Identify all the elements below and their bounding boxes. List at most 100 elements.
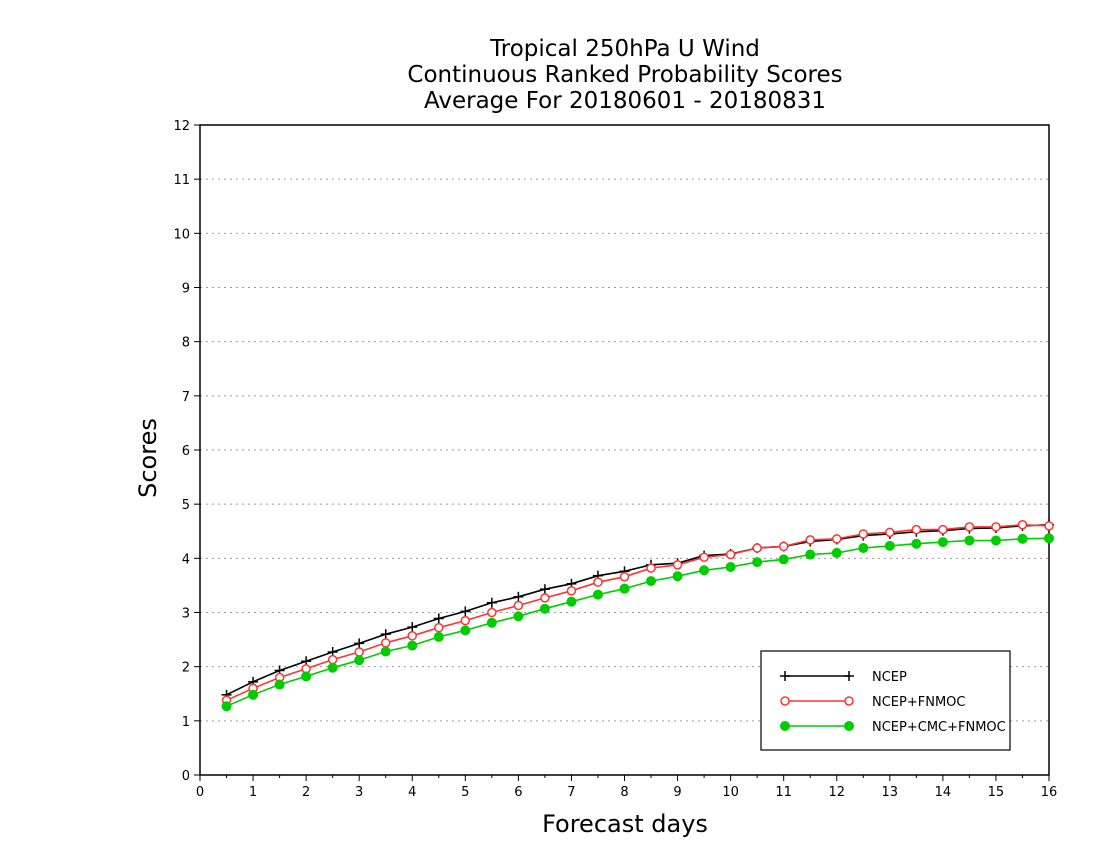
data-point xyxy=(964,522,975,532)
y-tick-label: 10 xyxy=(173,227,190,242)
data-point xyxy=(380,629,391,640)
data-point xyxy=(1017,520,1028,530)
legend-label-1: NCEP xyxy=(872,670,907,685)
data-point xyxy=(566,586,577,596)
data-point xyxy=(327,662,338,673)
data-point xyxy=(539,584,550,595)
x-tick-label: 12 xyxy=(828,785,845,800)
data-point xyxy=(593,577,603,587)
data-point xyxy=(486,597,497,608)
data-point xyxy=(885,527,895,538)
y-tick-label: 12 xyxy=(173,119,190,134)
data-point xyxy=(938,524,948,535)
data-point xyxy=(699,552,709,562)
data-point xyxy=(513,591,524,602)
x-tick-label: 6 xyxy=(514,785,522,800)
data-point xyxy=(778,541,789,552)
legend-marker xyxy=(780,696,790,706)
x-tick-label: 14 xyxy=(935,785,952,800)
y-tick-label: 0 xyxy=(182,769,190,784)
data-point xyxy=(990,535,1001,546)
data-point xyxy=(1044,521,1054,531)
data-point xyxy=(911,538,922,549)
y-tick-label: 8 xyxy=(182,336,190,351)
data-point xyxy=(354,655,365,666)
data-point xyxy=(646,576,657,587)
chart-title-line-2: Continuous Ranked Probability Scores xyxy=(407,62,843,88)
data-point xyxy=(911,524,922,535)
x-tick-label: 10 xyxy=(722,785,739,800)
y-tick-label: 11 xyxy=(173,173,190,188)
data-point xyxy=(380,638,391,648)
data-point xyxy=(752,543,762,553)
data-point xyxy=(539,603,550,614)
data-point xyxy=(460,615,471,626)
x-axis-label: Forecast days xyxy=(542,810,708,838)
x-tick-label: 15 xyxy=(988,785,1005,800)
data-point xyxy=(486,617,497,628)
legend-marker xyxy=(844,696,854,706)
chart-title-line-3: Average For 20180601 - 20180831 xyxy=(423,88,827,114)
data-point xyxy=(646,563,656,573)
x-tick-label: 7 xyxy=(567,785,575,800)
data-point xyxy=(354,647,364,657)
data-point xyxy=(433,613,444,624)
data-point xyxy=(460,606,471,617)
grid xyxy=(200,178,1049,722)
data-point xyxy=(380,646,391,657)
y-tick-label: 4 xyxy=(182,552,190,567)
chart-title: Tropical 250hPa U Wind Continuous Ranked… xyxy=(200,36,1050,114)
data-point xyxy=(327,654,338,665)
data-point xyxy=(937,537,948,548)
data-point xyxy=(1017,533,1028,544)
legend-marker xyxy=(780,721,790,731)
y-tick-label: 2 xyxy=(182,661,190,676)
x-tick-label: 11 xyxy=(775,785,792,800)
y-tick-label: 9 xyxy=(182,282,190,297)
data-point xyxy=(274,679,285,690)
x-tick-label: 4 xyxy=(408,785,416,800)
y-tick-label: 1 xyxy=(182,715,190,730)
data-point xyxy=(1044,533,1054,544)
y-tick-label: 7 xyxy=(182,390,190,405)
legend-marker xyxy=(844,721,854,731)
data-point xyxy=(407,640,418,651)
data-point xyxy=(964,535,975,546)
data-point xyxy=(407,622,418,633)
data-point xyxy=(407,631,417,641)
data-point xyxy=(566,596,577,607)
x-tick-label: 2 xyxy=(302,785,310,800)
y-tick-label: 6 xyxy=(182,444,190,459)
data-point xyxy=(778,554,789,565)
x-tick-label: 3 xyxy=(355,785,363,800)
data-point xyxy=(725,549,736,560)
data-point xyxy=(540,593,550,603)
data-point xyxy=(805,535,815,545)
data-point xyxy=(592,589,603,600)
data-point xyxy=(831,547,842,558)
x-tick-label: 9 xyxy=(673,785,681,800)
x-tick-label: 13 xyxy=(882,785,899,800)
y-tick-label: 5 xyxy=(182,498,190,513)
data-point xyxy=(487,607,497,618)
legend-label-3: NCEP+CMC+FNMOC xyxy=(872,720,1006,735)
data-point xyxy=(672,571,683,582)
x-tick-label: 8 xyxy=(620,785,628,800)
data-point xyxy=(805,549,816,560)
data-point xyxy=(221,701,232,712)
data-point xyxy=(752,557,763,568)
data-point xyxy=(434,622,444,633)
data-point xyxy=(672,560,683,570)
data-point xyxy=(725,562,736,572)
chart-title-line-1: Tropical 250hPa U Wind xyxy=(490,36,760,62)
x-tick-label: 1 xyxy=(249,785,257,800)
data-point xyxy=(858,529,869,539)
data-point xyxy=(619,583,630,594)
data-point xyxy=(699,565,710,576)
y-tick-label: 3 xyxy=(182,607,190,622)
data-point xyxy=(619,572,630,582)
x-tick-label: 5 xyxy=(461,785,469,800)
x-tick-label: 0 xyxy=(196,785,204,800)
